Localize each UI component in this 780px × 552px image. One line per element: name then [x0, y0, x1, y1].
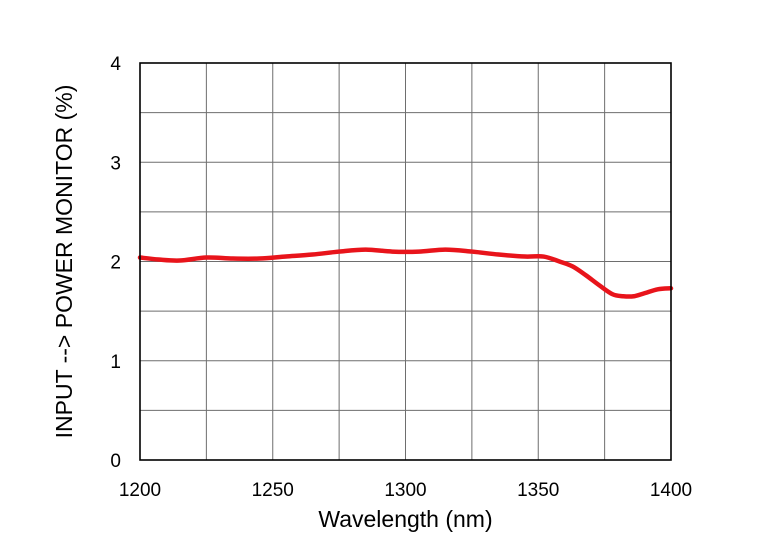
- series-layer: [137, 247, 674, 299]
- series-line-0: [137, 247, 674, 299]
- x-tick-label: 1400: [650, 480, 692, 501]
- y-tick-label: 0: [110, 451, 121, 472]
- x-tick-label: 1350: [517, 480, 559, 501]
- y-tick-label: 3: [110, 153, 121, 174]
- x-tick-label: 1300: [384, 480, 426, 501]
- y-axis-label: INPUT --> POWER MONITOR (%): [51, 85, 77, 439]
- plot-frame: [139, 62, 672, 461]
- grid-lines: [140, 63, 671, 460]
- x-tick-label: 1200: [119, 480, 161, 501]
- y-tick-label: 1: [110, 352, 121, 373]
- x-tick-labels: 1200 1250 1300 1350 1400: [119, 480, 692, 501]
- y-tick-labels: 0 1 2 3 4: [110, 54, 121, 472]
- x-tick-label: 1250: [252, 480, 294, 501]
- y-tick-label: 4: [110, 54, 121, 75]
- y-tick-label: 2: [110, 253, 121, 274]
- x-axis-label: Wavelength (nm): [318, 506, 492, 532]
